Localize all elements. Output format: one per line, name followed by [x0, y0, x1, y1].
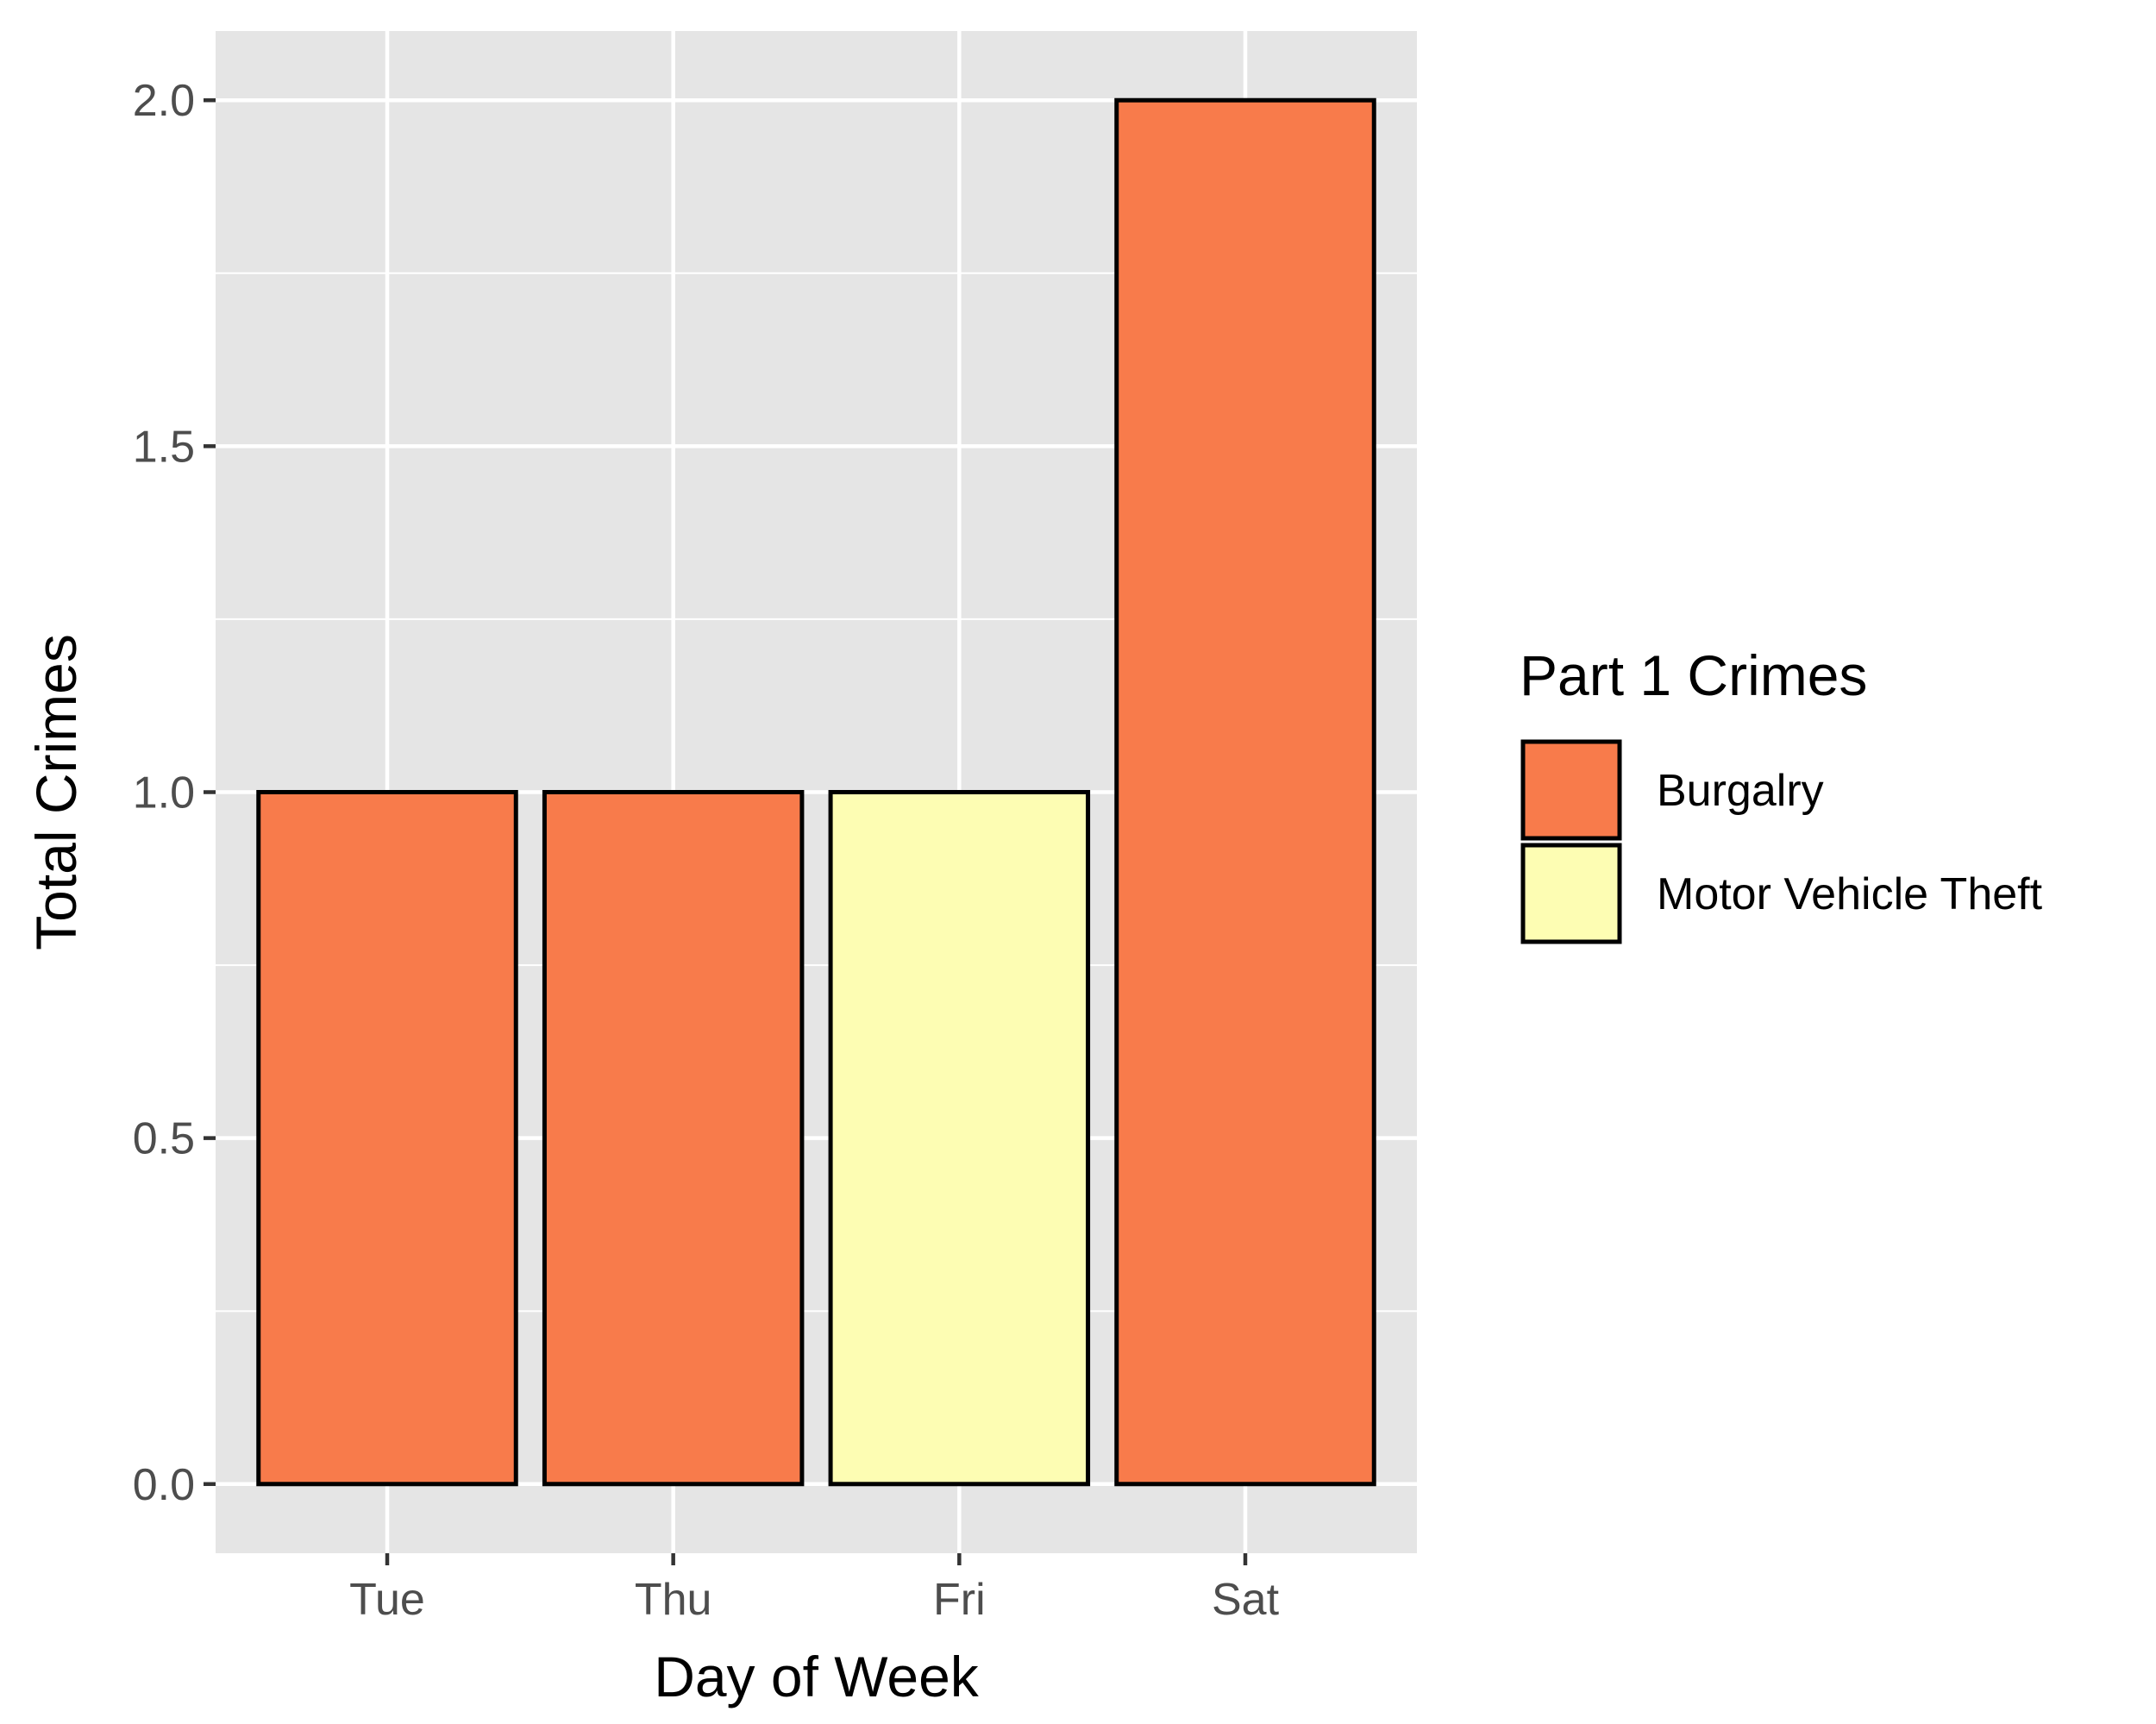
bar-thu: [542, 790, 805, 1487]
x-axis-title: Day of Week: [654, 1645, 980, 1708]
bar-tue: [256, 790, 518, 1487]
y-tick-label: 0.5: [133, 1114, 195, 1164]
bar-fri: [828, 790, 1091, 1487]
y-tick-label: 0.0: [133, 1460, 195, 1510]
x-tick-label: Tue: [349, 1575, 425, 1625]
x-tick-label: Thu: [635, 1575, 712, 1625]
legend-label: Burgalry: [1657, 766, 1824, 816]
y-tick-label: 2.0: [133, 76, 195, 126]
x-tick-label: Fri: [933, 1575, 986, 1625]
axes: 0.0 0.5 1.0 1.5 2.0 Tue Thu Fri Sat: [133, 76, 1280, 1625]
y-tick-label: 1.0: [133, 768, 195, 818]
legend: Part 1 Crimes Burgalry Motor Vehicle Thef…: [1520, 643, 2043, 944]
bar-sat: [1114, 97, 1376, 1487]
x-tick-label: Sat: [1212, 1575, 1280, 1625]
y-tick-label: 1.5: [133, 422, 195, 472]
legend-key-burgalry: [1520, 739, 1622, 841]
legend-key-motor-vehicle-theft: [1520, 843, 1622, 944]
legend-label: Motor Vehicle Theft: [1657, 869, 2043, 919]
legend-title: Part 1 Crimes: [1520, 643, 1867, 707]
y-axis-title: Total Crimes: [24, 634, 88, 950]
bars: [256, 97, 1376, 1487]
